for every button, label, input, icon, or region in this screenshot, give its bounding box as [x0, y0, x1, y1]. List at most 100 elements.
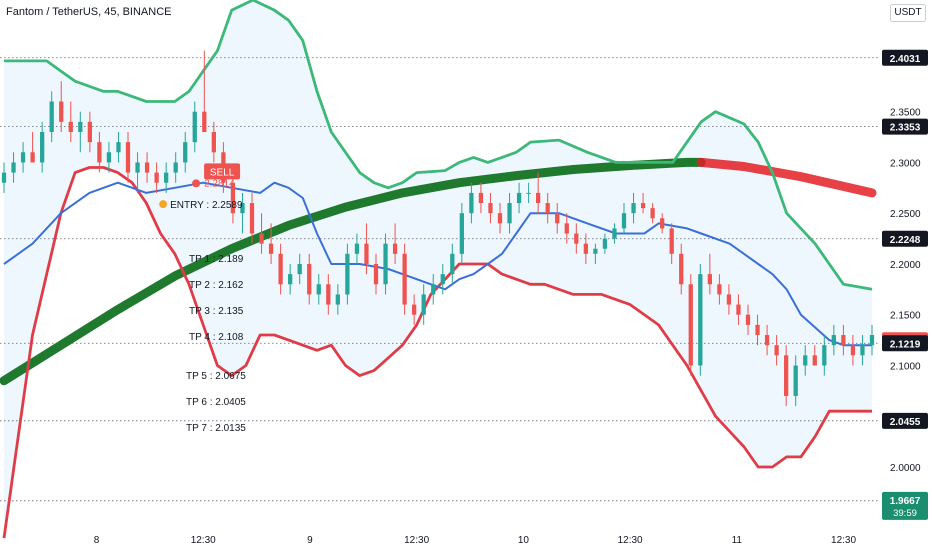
candle-body: [660, 218, 665, 229]
x-tick-label: 12:30: [404, 535, 429, 546]
candle-body: [707, 274, 712, 285]
candle-body: [755, 324, 760, 336]
x-tick-label: 8: [94, 535, 100, 546]
candle-body: [164, 172, 169, 183]
candle-body: [536, 192, 541, 204]
candle: [431, 274, 436, 305]
candle-body: [431, 284, 436, 295]
x-tick-label: 12:30: [831, 535, 856, 546]
candle-body: [555, 213, 560, 224]
candle-body: [612, 228, 617, 239]
candle: [154, 162, 159, 193]
candle: [202, 50, 207, 132]
candle-body: [249, 203, 255, 234]
candle-body: [345, 253, 350, 295]
candle: [602, 233, 608, 254]
candle: [812, 345, 817, 366]
candle: [383, 233, 388, 295]
candle: [612, 223, 617, 244]
candle: [860, 335, 865, 366]
price-tag-label: 2.1219: [890, 339, 921, 350]
candle: [59, 81, 64, 132]
y-tick-label: 2.2500: [890, 209, 921, 220]
candle: [497, 203, 503, 234]
candle-body: [316, 284, 321, 295]
candle: [326, 274, 331, 315]
sell-marker: [192, 179, 201, 188]
candle-body: [30, 152, 35, 163]
candle-body: [583, 243, 588, 254]
candle: [488, 192, 493, 224]
x-tick-label: 12:30: [191, 535, 216, 546]
candle: [516, 182, 522, 214]
target-label: TP 7 : 2.0135: [186, 423, 246, 434]
candle: [240, 192, 245, 234]
candle: [755, 314, 760, 346]
price-tag: [882, 335, 928, 352]
candle-body: [59, 101, 64, 122]
candle-body: [307, 263, 312, 295]
candle-body: [459, 213, 464, 254]
candle: [316, 274, 321, 305]
candle: [507, 192, 512, 234]
candle-body: [402, 253, 407, 305]
candle: [259, 213, 264, 254]
candle: [698, 263, 703, 376]
candle-body: [20, 152, 26, 163]
candle-body: [335, 294, 340, 305]
candle-body: [192, 111, 197, 143]
candle-body: [412, 304, 417, 315]
candle-body: [440, 274, 445, 285]
price-tag-label: 2.4031: [890, 54, 921, 65]
sell-label: SELL: [210, 167, 235, 178]
candle-body: [278, 253, 283, 285]
candle-body: [736, 304, 741, 315]
candle-body: [1, 172, 7, 183]
candle-body: [564, 223, 569, 234]
candle: [536, 172, 541, 214]
candle: [116, 131, 121, 163]
candle-body: [488, 203, 493, 214]
candle: [850, 335, 856, 366]
price-tag: [882, 412, 928, 429]
candle-body: [698, 274, 703, 366]
candle: [478, 182, 484, 214]
candle-body: [621, 213, 627, 229]
sell-price-label: 2.2814: [204, 178, 235, 189]
y-tick-label: 2.1500: [890, 311, 921, 322]
candle: [841, 324, 846, 356]
candle-body: [784, 355, 789, 396]
candle-body: [68, 121, 73, 132]
target-label: TP 5 : 2.0675: [186, 371, 246, 382]
candle: [764, 324, 770, 356]
currency-unit-button[interactable]: USDT: [890, 4, 926, 22]
candle: [774, 335, 779, 366]
price-tag: [882, 49, 928, 66]
y-tick-label: 2.2000: [890, 260, 921, 271]
candle: [583, 233, 588, 264]
target-label: TP 3 : 2.135: [189, 306, 244, 317]
price-axis-background: [880, 0, 932, 550]
candle-body: [745, 314, 751, 325]
candle-body: [803, 355, 808, 366]
candle: [459, 203, 464, 264]
candle: [526, 182, 531, 204]
candle-body: [288, 274, 293, 285]
band-fill: [4, 0, 872, 539]
candle-body: [40, 131, 45, 163]
candle-body: [841, 335, 846, 346]
candle-body: [326, 284, 331, 305]
candle-body: [726, 294, 732, 305]
candle: [450, 243, 455, 285]
candle-body: [869, 335, 875, 346]
candle: [660, 213, 665, 234]
target-label: TP 6 : 2.0405: [186, 397, 246, 408]
candle-body: [87, 121, 92, 143]
candle-body: [764, 335, 770, 346]
target-label: TP 2 : 2.162: [189, 280, 244, 291]
candle: [688, 274, 693, 376]
candle-body: [106, 152, 112, 163]
candle: [564, 213, 569, 244]
